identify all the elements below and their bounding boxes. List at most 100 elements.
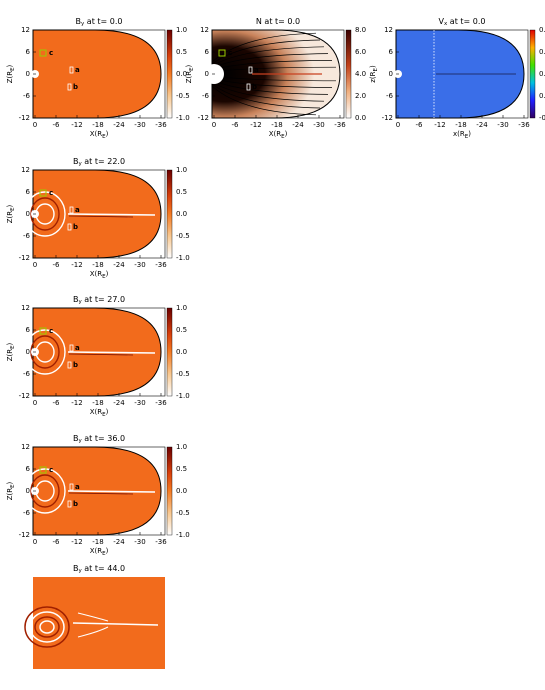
panel-title: By at t= 0.0 — [76, 17, 123, 27]
y-tick-label: -6 — [23, 370, 31, 378]
y-axis-label-part: ) — [6, 342, 14, 345]
x-tick-label: 0 — [33, 121, 37, 129]
region-box — [69, 66, 74, 74]
field-line — [211, 85, 317, 116]
panel-title-part: at t= 27.0 — [82, 295, 125, 304]
x-axis-label-part: E — [102, 134, 106, 140]
region-label: b — [73, 361, 78, 369]
region-label: a — [254, 66, 259, 74]
x-axis-label-part: ) — [468, 130, 471, 138]
region-box — [69, 206, 74, 214]
colorbar-tick-label: -0.5 — [176, 370, 190, 378]
y-axis-label: Z(RE) — [6, 342, 16, 361]
colorbar-tick-label: 0.0 — [176, 70, 187, 78]
y-tick-label: 12 — [384, 26, 393, 34]
panel-title-part: at t= 36.0 — [82, 434, 125, 443]
panel-title-part: at t= 22.0 — [82, 157, 125, 166]
colorbar-tick-label: 0.0 — [176, 210, 187, 218]
x-axis-label-part: X(R — [90, 408, 103, 416]
x-tick-label: 0 — [33, 261, 37, 269]
colorbar-tick-label: 0.0 — [176, 487, 187, 495]
x-tick-label: -6 — [53, 261, 61, 269]
panel-title-part: B — [73, 564, 79, 573]
y-tick-label: 0 — [205, 70, 209, 78]
colorbar-tick-label: -0.5 — [176, 509, 190, 517]
tail — [68, 215, 134, 218]
x-tick-label: -12 — [250, 121, 261, 129]
colorbar-tick-label: 0.0 — [539, 92, 545, 100]
y-tick-label: -12 — [382, 114, 393, 122]
y-axis-label: Z(RE) — [6, 204, 16, 223]
colorbar-tick-label: 1.0 — [176, 26, 187, 34]
colorbar — [166, 169, 173, 259]
region-box — [246, 83, 251, 91]
panel-title-part: y — [78, 161, 82, 167]
colorbar-tick-label: -1.0 — [176, 254, 190, 262]
x-tick-label: 0 — [396, 121, 400, 129]
region-label: b — [73, 83, 78, 91]
x-axis-label: X(RE) — [269, 130, 288, 140]
x-axis-label-part: E — [102, 412, 106, 418]
region-label: c — [49, 189, 53, 197]
panel-title-part: y — [78, 568, 82, 574]
tail — [72, 622, 159, 626]
region-label: a — [75, 344, 80, 352]
panel-title-part: at t= 0.0 — [84, 17, 122, 26]
x-tick-label: -18 — [455, 121, 466, 129]
region-box — [67, 361, 72, 369]
x-tick-label: -30 — [134, 399, 145, 407]
colorbar-tick-label: -0.5 — [176, 92, 190, 100]
x-tick-label: -6 — [53, 121, 61, 129]
x-axis-label: X(RE) — [90, 130, 109, 140]
panel-title: N at t= 0.0 — [256, 17, 300, 26]
region-box — [39, 189, 47, 197]
field-swirl — [24, 329, 66, 375]
y-axis-label-part: ) — [185, 64, 193, 67]
colorbar-tick-label: -0.5 — [176, 232, 190, 240]
colorbar-tick-label: 0.9 — [539, 26, 545, 34]
x-axis-label-part: ) — [106, 408, 109, 416]
panel-title-part: B — [76, 17, 82, 26]
x-axis-label-part: x(R — [453, 130, 465, 138]
x-tick-label: 0 — [212, 121, 216, 129]
region-box — [218, 49, 226, 57]
y-tick-label: 0 — [26, 348, 30, 356]
field-line — [211, 83, 321, 109]
x-tick-label: -24 — [113, 261, 125, 269]
x-axis-label-part: ) — [106, 547, 109, 555]
colorbar-tick-label: 0.5 — [176, 465, 187, 473]
y-tick-label: 6 — [389, 48, 394, 56]
region-box — [248, 66, 253, 74]
region-box — [39, 327, 47, 335]
field-line — [211, 53, 329, 69]
colorbar — [166, 29, 173, 119]
y-tick-label: 6 — [26, 48, 31, 56]
region-label: c — [49, 466, 53, 474]
colorbar-tick-label: 1.0 — [176, 304, 187, 312]
panel-title-part: N at t= 0.0 — [256, 17, 300, 26]
y-axis-label-part: E — [10, 67, 16, 71]
y-tick-label: 12 — [21, 304, 30, 312]
field-swirl — [29, 611, 65, 643]
x-axis-label: X(RE) — [90, 408, 109, 418]
x-axis-label: x(RE) — [453, 130, 471, 140]
y-axis-label-part: Z(R — [6, 488, 14, 501]
y-axis-label: Z(RE) — [185, 64, 195, 83]
x-axis-label-part: ) — [106, 270, 109, 278]
x-tick-label: -18 — [92, 121, 103, 129]
y-tick-label: -12 — [19, 114, 30, 122]
panel-title-part: at t= 44.0 — [82, 564, 125, 573]
colorbar-tick-label: 0.5 — [176, 188, 187, 196]
y-tick-label: 6 — [205, 48, 210, 56]
panel-title-part: B — [73, 434, 79, 443]
y-tick-label: -6 — [23, 92, 31, 100]
x-tick-label: 0 — [33, 538, 37, 546]
colorbar — [166, 307, 173, 397]
y-tick-label: 12 — [21, 26, 30, 34]
x-tick-label: -24 — [113, 538, 125, 546]
x-tick-label: -36 — [155, 261, 167, 269]
y-tick-label: 6 — [26, 188, 31, 196]
x-axis-label: X(RE) — [90, 270, 109, 280]
tail — [68, 353, 134, 356]
x-tick-label: -36 — [155, 538, 167, 546]
